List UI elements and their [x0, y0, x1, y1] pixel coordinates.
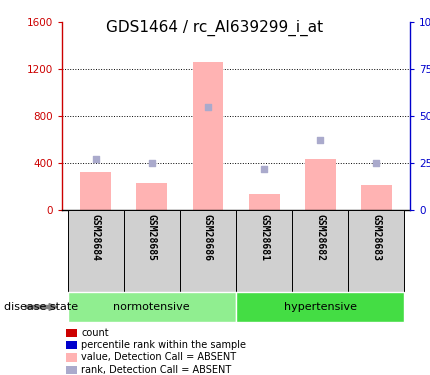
Bar [68, 292, 236, 322]
Bar [348, 210, 404, 292]
Point [205, 104, 212, 110]
Text: value, Detection Call = ABSENT: value, Detection Call = ABSENT [81, 352, 236, 362]
Bar [68, 210, 124, 292]
Text: GSM28683: GSM28683 [372, 214, 381, 261]
Text: normotensive: normotensive [114, 302, 190, 312]
Text: GSM28685: GSM28685 [147, 214, 157, 261]
Text: GSM28682: GSM28682 [315, 214, 325, 261]
Bar [236, 210, 292, 292]
Bar [361, 185, 392, 210]
Point [317, 138, 324, 144]
Bar [305, 159, 336, 210]
Point [92, 156, 99, 162]
Text: disease state: disease state [4, 302, 78, 312]
Text: GDS1464 / rc_AI639299_i_at: GDS1464 / rc_AI639299_i_at [107, 20, 323, 36]
Point [148, 160, 155, 166]
Text: rank, Detection Call = ABSENT: rank, Detection Call = ABSENT [81, 365, 232, 375]
Bar [180, 210, 236, 292]
Text: percentile rank within the sample: percentile rank within the sample [81, 340, 246, 350]
Point [373, 160, 380, 166]
Bar [236, 292, 404, 322]
Text: count: count [81, 328, 109, 338]
Text: GSM28681: GSM28681 [259, 214, 269, 261]
Bar [80, 172, 111, 210]
Text: GSM28684: GSM28684 [91, 214, 101, 261]
Bar [136, 183, 167, 210]
Bar [249, 194, 280, 210]
Bar [193, 62, 223, 210]
Bar [124, 210, 180, 292]
Bar [292, 210, 348, 292]
Point [261, 166, 267, 172]
Text: GSM28686: GSM28686 [203, 214, 213, 261]
Text: hypertensive: hypertensive [284, 302, 357, 312]
